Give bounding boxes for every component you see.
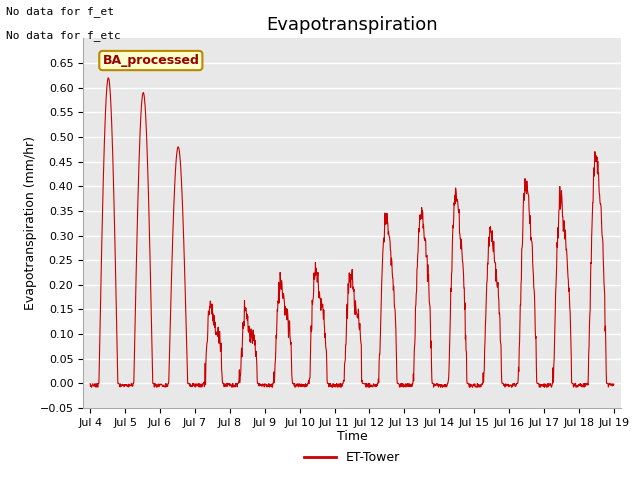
Legend: ET-Tower: ET-Tower [300, 446, 404, 469]
Text: No data for f_etc: No data for f_etc [6, 30, 121, 41]
Y-axis label: Evapotranspiration (mm/hr): Evapotranspiration (mm/hr) [24, 136, 36, 310]
Title: Evapotranspiration: Evapotranspiration [266, 16, 438, 34]
Text: BA_processed: BA_processed [102, 54, 199, 67]
X-axis label: Time: Time [337, 431, 367, 444]
Text: No data for f_et: No data for f_et [6, 6, 115, 17]
